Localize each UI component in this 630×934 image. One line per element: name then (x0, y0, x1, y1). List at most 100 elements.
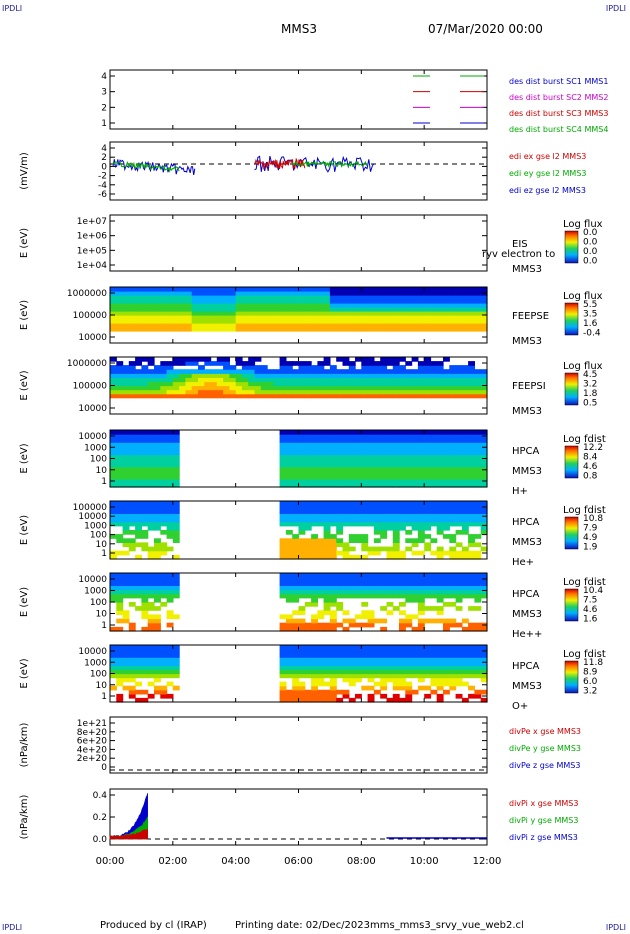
spectrogram-cell (223, 357, 230, 362)
spectrogram-cell (405, 446, 413, 451)
spectrogram-cell (122, 618, 130, 624)
spectrogram-cell (355, 482, 362, 488)
spectrogram-cell (405, 450, 413, 456)
spectrogram-cell (285, 697, 293, 703)
spectrogram-cell (154, 319, 161, 324)
spectrogram-cell (116, 649, 124, 654)
spectrogram-cell (373, 470, 381, 476)
spectrogram-cell (154, 597, 161, 603)
spectrogram-cell (279, 434, 287, 439)
spectrogram-cell (329, 462, 337, 468)
spectrogram-cell (392, 669, 400, 675)
spectrogram-cell (110, 645, 117, 650)
spectrogram-cell (405, 657, 413, 662)
spectrogram-cell (210, 389, 218, 395)
spectrogram-cell (241, 295, 249, 300)
y-tick-label: 100 (90, 455, 107, 465)
spectrogram-cell (110, 669, 117, 675)
spectrogram-cell (417, 618, 425, 624)
spectrogram-cell (267, 307, 274, 312)
spectrogram-cell (474, 581, 482, 586)
spectrogram-cell (154, 462, 161, 468)
spectrogram-cell (317, 521, 325, 527)
spectrogram-cell (298, 610, 306, 615)
y-tick-label: 10000 (78, 575, 107, 585)
spectrogram-cell (361, 610, 369, 615)
spectrogram-cell (185, 287, 193, 292)
spectrogram-cell (480, 450, 488, 456)
spectrogram-cell (329, 661, 337, 666)
spectrogram-cell (348, 482, 356, 488)
spectrogram-cell (141, 446, 149, 451)
spectrogram-cell (443, 474, 450, 480)
spectrogram-cell (128, 430, 136, 435)
spectrogram-cell (399, 466, 406, 472)
y-tick-label: 8e+20 (77, 728, 108, 738)
spectrogram-cell (285, 385, 293, 391)
spectrogram-cell (198, 287, 205, 292)
spectrogram-cell (461, 665, 469, 671)
spectrogram-cell (235, 377, 243, 383)
spectrogram-cell (386, 649, 394, 654)
spectrogram-cell (399, 653, 406, 658)
spectrogram-cell (361, 645, 369, 650)
spectrogram-cell (154, 315, 161, 320)
y-tick-label: 10000 (78, 432, 107, 442)
spectrogram-cell (468, 693, 475, 699)
spectrogram-cell (298, 377, 306, 383)
spectrogram-cell (474, 315, 482, 320)
spectrogram-cell (147, 291, 155, 296)
spectrogram-cell (298, 307, 306, 312)
spectrogram-cell (392, 681, 400, 687)
spectrogram-cell (436, 525, 444, 531)
spectrogram-cell (311, 538, 318, 543)
spectrogram-cell (147, 669, 155, 675)
spectrogram-cell (292, 442, 300, 447)
spectrogram-cell (417, 602, 425, 607)
spectrogram-cell (336, 585, 344, 591)
spectrogram-cell (342, 550, 350, 556)
y-tick-label: 2 (101, 103, 107, 113)
spectrogram-cell (122, 458, 130, 464)
spectrogram-cell (128, 319, 136, 324)
spectrogram-cell (480, 525, 488, 531)
spectrogram-cell (298, 669, 306, 675)
spectrogram-cell (235, 381, 243, 387)
spectrogram-cell (323, 357, 331, 362)
spectrogram-cell (116, 393, 124, 399)
spectrogram-cell (317, 311, 325, 316)
spectrogram-cell (166, 303, 174, 308)
spectrogram-cell (405, 645, 413, 650)
spectrogram-cell (229, 315, 237, 320)
spectrogram-cell (304, 319, 312, 324)
spectrogram-cell (373, 299, 381, 304)
spectrogram-cell (430, 538, 438, 543)
spectrogram-cell (172, 430, 180, 435)
y-tick-label: 0.0 (93, 835, 108, 845)
spectrogram-cell (292, 681, 300, 687)
spectrogram-cell (474, 438, 482, 443)
spectrogram-cell (298, 311, 306, 316)
spectrogram-cell (147, 446, 155, 451)
spectrogram-cell (292, 434, 300, 439)
spectrogram-cell (455, 442, 463, 447)
spectrogram-cell (373, 291, 381, 296)
spectrogram-cell (449, 649, 457, 654)
instrument-label: HPCA (512, 517, 540, 528)
spectrogram-cell (474, 577, 482, 582)
spectrogram-cell (116, 653, 124, 658)
spectrogram-cell (424, 450, 432, 456)
spectrogram-cell (267, 299, 274, 304)
spectrogram-cell (317, 546, 325, 552)
spectrogram-cell (317, 505, 325, 510)
spectrogram-cell (348, 434, 356, 439)
spectrogram-cell (122, 299, 130, 304)
spectrogram-cell (122, 303, 130, 308)
spectrogram-cell (348, 622, 356, 628)
spectrogram-cell (110, 323, 117, 328)
spectrogram-cell (405, 377, 413, 383)
spectrogram-cell (386, 665, 394, 671)
spectrogram-cell (336, 689, 344, 695)
instrument-label: H+ (512, 486, 528, 497)
spectrogram-cell (323, 673, 331, 679)
